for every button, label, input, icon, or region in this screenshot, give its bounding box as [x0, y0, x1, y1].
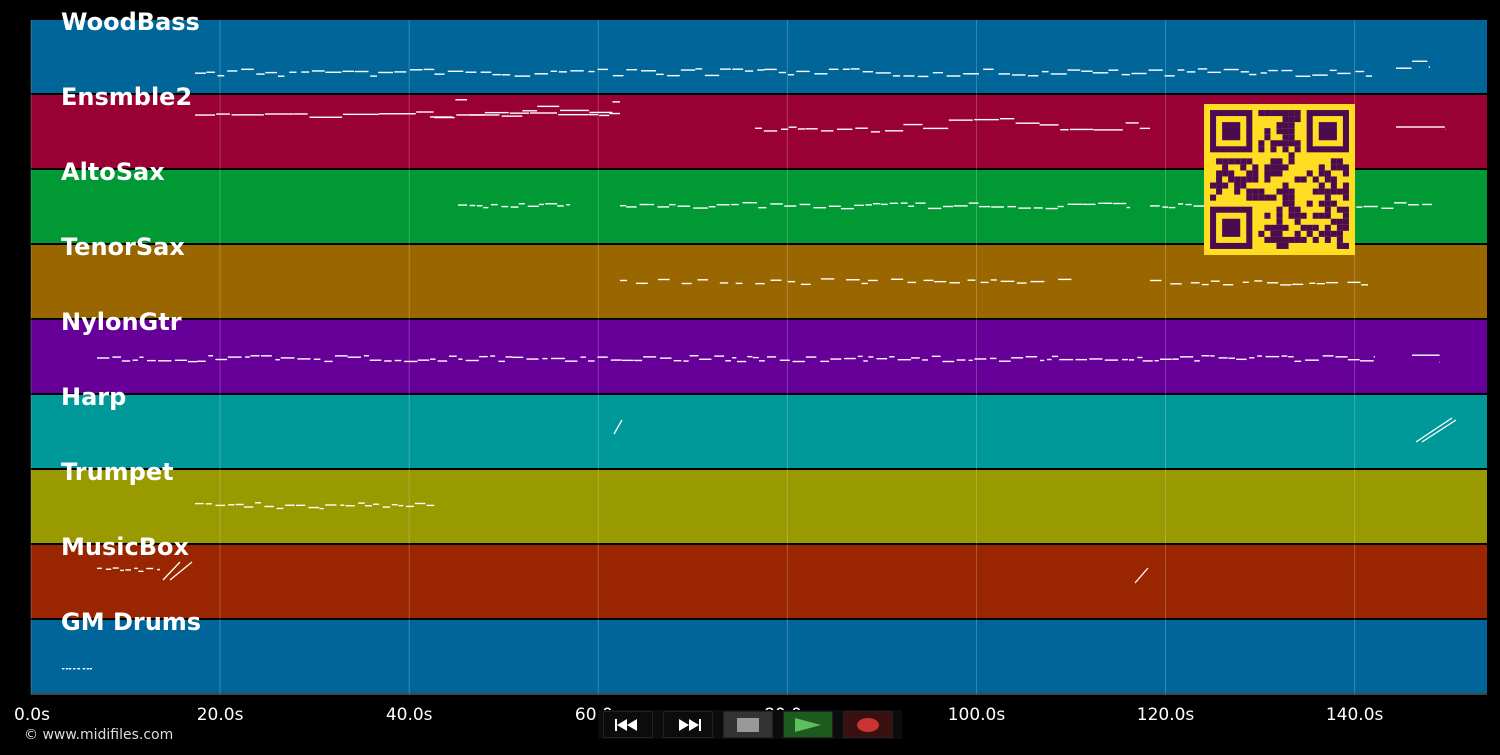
track-label: NylonGtr — [61, 308, 182, 336]
play-icon — [795, 717, 821, 732]
record-icon — [857, 717, 879, 732]
transport-bar — [598, 710, 902, 739]
time-tick-label: 140.0s — [1325, 705, 1384, 725]
track-label: GM Drums — [61, 608, 202, 636]
fast-forward-button[interactable] — [663, 711, 713, 738]
track-label: Harp — [61, 383, 127, 411]
qr-code-icon — [1204, 104, 1355, 255]
track-lane — [31, 320, 1487, 393]
time-tick-label: 0.0s — [14, 705, 50, 725]
time-tick-label: 120.0s — [1136, 705, 1195, 725]
record-button[interactable] — [843, 711, 893, 738]
note-layer — [62, 60, 1457, 670]
track-label: Trumpet — [61, 458, 174, 486]
track-label: Ensmble2 — [61, 83, 193, 111]
track-label: WoodBass — [61, 8, 200, 36]
time-tick-label: 40.0s — [385, 705, 433, 725]
track-label: AltoSax — [61, 158, 165, 186]
track-lane — [31, 245, 1487, 318]
track-lane — [31, 20, 1487, 93]
track-lane — [31, 545, 1487, 618]
rewind-icon — [615, 718, 637, 731]
stop-icon — [737, 717, 759, 732]
copyright-text: © www.midifiles.com — [24, 727, 174, 743]
track-lane — [31, 395, 1487, 468]
play-button[interactable] — [783, 711, 833, 738]
track-label: MusicBox — [61, 533, 189, 561]
stop-button[interactable] — [723, 711, 773, 738]
fast-forward-icon — [679, 718, 701, 731]
time-tick-label: 20.0s — [196, 705, 244, 725]
time-tick-label: 100.0s — [947, 705, 1006, 725]
track-lane — [31, 620, 1487, 693]
track-label: TenorSax — [61, 233, 185, 261]
rewind-button[interactable] — [603, 711, 653, 738]
